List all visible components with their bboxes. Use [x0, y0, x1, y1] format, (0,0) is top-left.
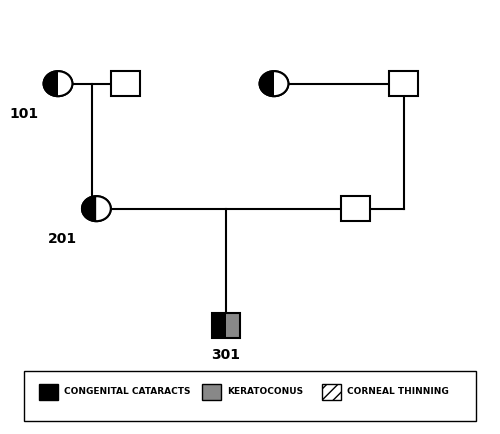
Bar [39, 384, 58, 400]
Wedge shape [44, 71, 58, 96]
Wedge shape [274, 71, 288, 96]
Bar [226, 313, 240, 338]
Circle shape [260, 71, 288, 96]
Text: 101: 101 [10, 107, 39, 121]
Bar [341, 196, 370, 221]
Bar [24, 371, 475, 421]
Text: 201: 201 [48, 232, 77, 246]
Wedge shape [260, 71, 274, 96]
Text: 301: 301 [212, 348, 240, 362]
Bar [389, 71, 418, 96]
Circle shape [44, 71, 72, 96]
Wedge shape [96, 196, 111, 221]
Circle shape [82, 196, 111, 221]
Text: CORNEAL THINNING: CORNEAL THINNING [347, 388, 448, 397]
Bar [322, 384, 341, 400]
Wedge shape [58, 71, 72, 96]
Wedge shape [82, 196, 96, 221]
Text: KERATOCONUS: KERATOCONUS [227, 388, 303, 397]
Bar [212, 313, 226, 338]
Text: CONGENITAL CATARACTS: CONGENITAL CATARACTS [64, 388, 190, 397]
Bar [202, 384, 221, 400]
Bar [111, 71, 140, 96]
Bar [212, 313, 240, 338]
